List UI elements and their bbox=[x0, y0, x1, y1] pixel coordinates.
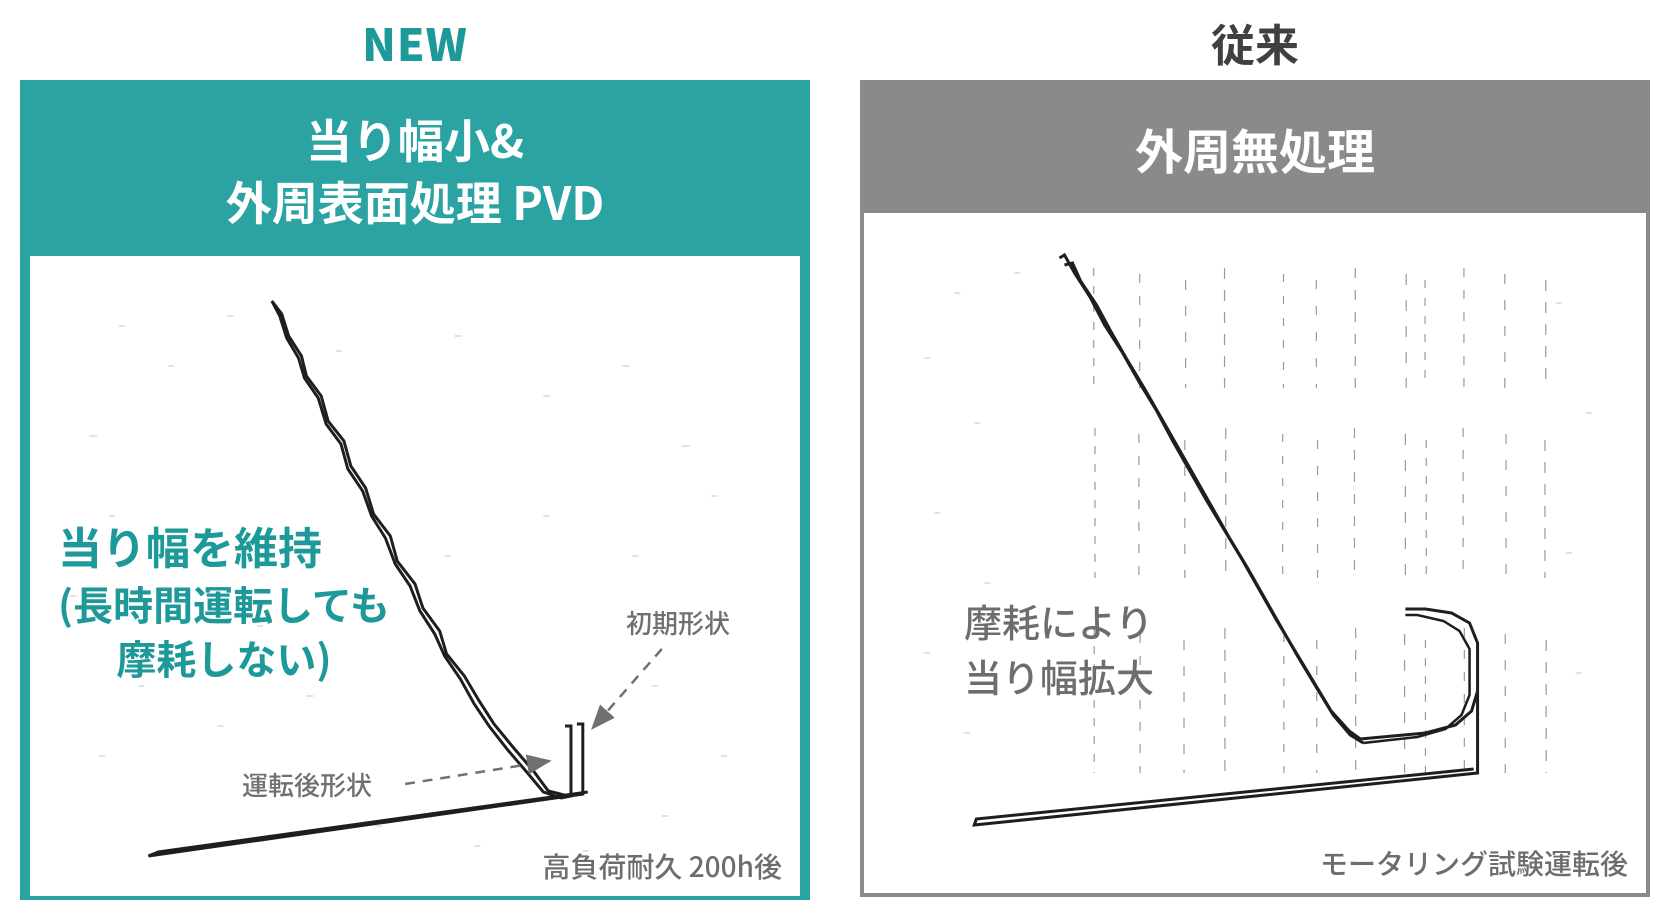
profile-trace-conventional bbox=[864, 213, 1646, 893]
caption-conventional: モータリング試験運転後 bbox=[1320, 843, 1628, 883]
plot-conventional: 摩耗により 当り幅拡大 モータリング試験運転後 bbox=[864, 213, 1646, 893]
annot-initial-shape: 初期形状 bbox=[626, 604, 730, 641]
card-new: 当り幅小& 外周表面処理 PVD bbox=[20, 80, 810, 900]
overlay-new-line3: 摩耗しない) bbox=[58, 630, 390, 684]
badge-conventional: 従来 bbox=[1211, 10, 1299, 74]
overlay-new-line2: (長時間運転しても bbox=[58, 576, 390, 630]
badge-new: NEW bbox=[362, 10, 467, 74]
overlay-conventional: 摩耗により 当り幅拡大 bbox=[964, 593, 1154, 703]
plot-new: 当り幅を維持 (長時間運転しても 摩耗しない) 初期形状 運転後形状 高負荷耐久… bbox=[30, 256, 800, 896]
card-conventional: 外周無処理 bbox=[860, 80, 1650, 897]
panel-conventional: 従来 外周無処理 bbox=[860, 10, 1650, 897]
annot-after-shape: 運転後形状 bbox=[242, 766, 372, 803]
caption-new: 高負荷耐久 200h後 bbox=[542, 846, 782, 886]
panel-new: NEW 当り幅小& 外周表面処理 PVD bbox=[20, 10, 810, 900]
header-new-line2: 外周表面処理 PVD bbox=[226, 168, 604, 234]
overlay-conv-line2: 当り幅拡大 bbox=[964, 648, 1154, 703]
header-new: 当り幅小& 外周表面処理 PVD bbox=[30, 90, 800, 256]
header-conventional: 外周無処理 bbox=[864, 84, 1646, 213]
overlay-new-title: 当り幅を維持 (長時間運転しても 摩耗しない) bbox=[58, 516, 390, 683]
header-new-line1: 当り幅小& bbox=[306, 106, 524, 172]
overlay-conv-line1: 摩耗により bbox=[964, 593, 1154, 648]
overlay-new-line1: 当り幅を維持 bbox=[58, 516, 390, 575]
